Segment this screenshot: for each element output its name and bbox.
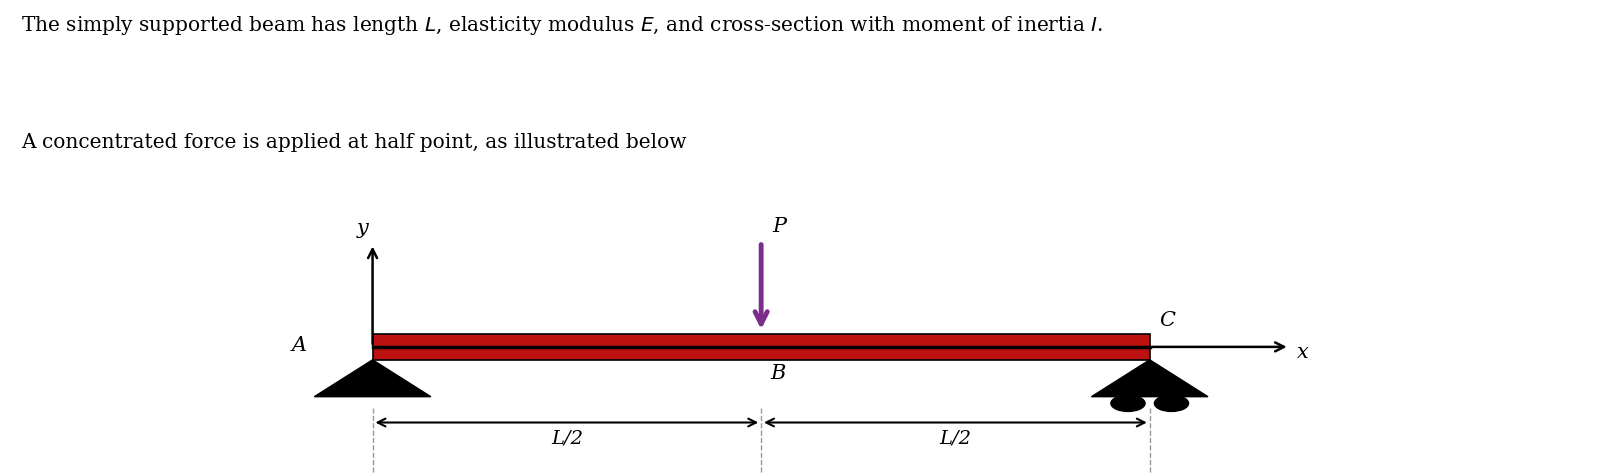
Polygon shape	[1091, 360, 1208, 397]
Text: L/2: L/2	[939, 429, 971, 447]
Text: x: x	[1298, 343, 1309, 362]
Text: A concentrated force is applied at half point, as illustrated below: A concentrated force is applied at half …	[21, 133, 686, 152]
Text: L/2: L/2	[550, 429, 582, 447]
Text: C: C	[1158, 310, 1174, 329]
Circle shape	[1154, 395, 1189, 411]
Text: A: A	[291, 336, 307, 355]
Bar	[373, 334, 1150, 360]
Polygon shape	[314, 360, 430, 397]
Text: B: B	[771, 364, 786, 383]
Text: The simply supported beam has length $L$, elasticity modulus $E$, and cross-sect: The simply supported beam has length $L$…	[21, 14, 1102, 37]
Text: P: P	[773, 217, 787, 236]
Circle shape	[1110, 395, 1146, 411]
Text: y: y	[357, 219, 368, 238]
